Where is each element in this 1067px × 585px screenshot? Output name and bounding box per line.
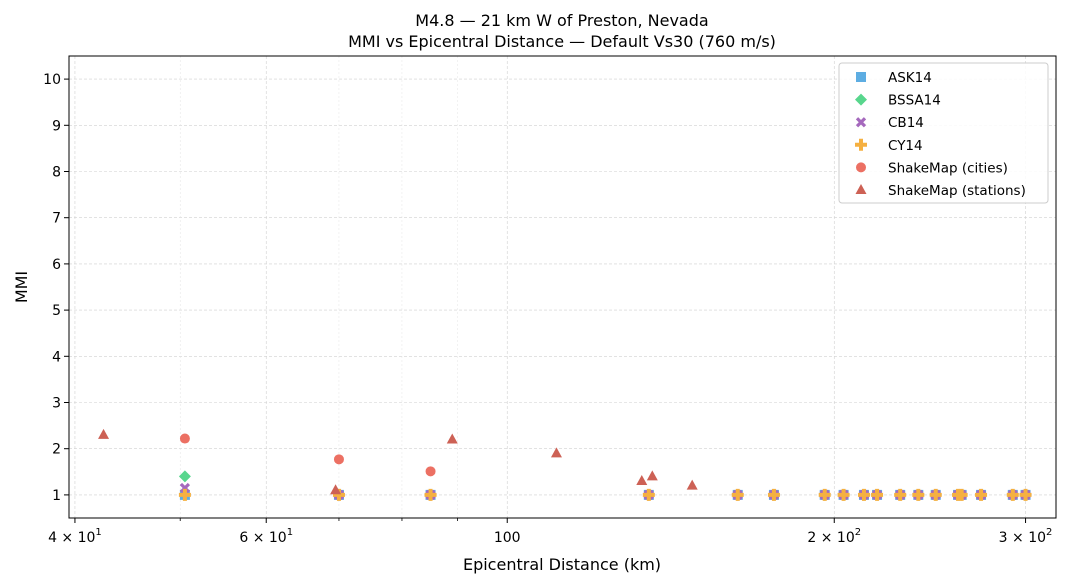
series-shakemap-stations (98, 428, 698, 495)
y-tick-label: 6 (52, 257, 61, 273)
data-point-cy14 (912, 488, 925, 501)
legend-marker-shakemap-stations (855, 184, 867, 194)
x-tick-label: 2 × 102 (807, 527, 861, 546)
y-axis-label: MMI (12, 271, 31, 303)
data-point-shakemap-cities (179, 433, 190, 444)
data-point-cy14 (767, 488, 780, 501)
x-tick-label-base: 6 × 10 (239, 530, 286, 546)
y-tick-label: 5 (52, 303, 61, 319)
legend-item-cy14: CY14 (855, 138, 923, 154)
series-shakemap-cities (179, 433, 436, 477)
x-tick-label-exponent: 2 (855, 527, 861, 538)
data-point-shakemap-stations (636, 475, 648, 486)
legend-item-ask14: ASK14 (856, 70, 932, 86)
data-point-cy14 (1019, 488, 1032, 501)
x-tick-label-exponent: 1 (95, 527, 101, 538)
series-cy14 (178, 488, 1032, 501)
x-tick-label-base: 4 × 10 (48, 530, 95, 546)
data-point-cy14 (871, 488, 884, 501)
x-tick-label: 6 × 101 (239, 527, 293, 546)
x-axis-label: Epicentral Distance (km) (463, 555, 661, 574)
data-point-shakemap-stations (686, 479, 698, 490)
x-tick-label-exponent: 1 (287, 527, 293, 538)
data-point-cy14 (857, 488, 870, 501)
chart-title: M4.8 — 21 km W of Preston, Nevada (415, 11, 708, 30)
data-point-cy14 (818, 488, 831, 501)
legend-label-cy14: CY14 (888, 138, 923, 154)
y-tick-label: 3 (52, 396, 61, 412)
legend-label-shakemap-cities: ShakeMap (cities) (888, 160, 1008, 176)
chart-subtitle: MMI vs Epicentral Distance — Default Vs3… (348, 32, 776, 51)
legend-label-shakemap-stations: ShakeMap (stations) (888, 183, 1026, 199)
plot-frame (68, 55, 1057, 519)
x-tick-label-exponent: 2 (1046, 527, 1052, 538)
data-point-cy14 (837, 488, 850, 501)
legend-item-bssa14: BSSA14 (855, 93, 941, 109)
x-tick-label-base: 100 (494, 530, 521, 546)
y-tick-label: 9 (52, 118, 61, 134)
legend-marker-cy14 (855, 138, 867, 151)
legend-marker-ask14 (856, 72, 866, 82)
data-point-cy14 (178, 488, 191, 501)
data-point-cy14 (929, 488, 942, 501)
legend-item-shakemap-cities: ShakeMap (cities) (856, 160, 1008, 176)
legend-item-cb14: CB14 (855, 115, 924, 131)
data-point-cy14 (424, 488, 437, 501)
data-point-cy14 (1006, 488, 1019, 501)
data-point-shakemap-stations (550, 447, 562, 458)
data-point-cb14 (179, 482, 191, 494)
x-tick-label-base: 3 × 10 (999, 530, 1046, 546)
y-tick-label: 7 (52, 211, 61, 227)
data-point-bssa14 (178, 470, 191, 483)
legend: ASK14 BSSA14 CB14 CY14 ShakeMap (cities) Shak… (838, 62, 1049, 204)
legend-box (838, 62, 1049, 204)
x-tick-label-base: 2 × 10 (807, 530, 854, 546)
legend-marker-shakemap-cities (856, 162, 866, 173)
data-point-shakemap-cities (333, 454, 344, 465)
x-tick-label: 3 × 102 (999, 527, 1053, 546)
data-point-cy14 (955, 488, 968, 501)
legend-marker-bssa14 (855, 93, 867, 106)
y-tick-label: 10 (43, 72, 61, 88)
data-point-cy14 (642, 488, 655, 501)
y-tick-label: 1 (52, 488, 61, 504)
legend-label-cb14: CB14 (888, 115, 924, 131)
x-tick-label: 100 (494, 530, 521, 546)
x-tick-label: 4 × 101 (48, 527, 102, 546)
y-tick-label: 2 (52, 442, 61, 458)
legend-label-ask14: ASK14 (888, 70, 932, 86)
y-tick-label: 4 (52, 349, 61, 365)
y-tick-label: 8 (52, 165, 61, 181)
legend-marker-cb14 (855, 117, 867, 128)
data-marks (98, 428, 1032, 501)
data-point-shakemap-cities (425, 466, 436, 477)
legend-item-shakemap-stations: ShakeMap (stations) (855, 183, 1026, 199)
data-point-cy14 (975, 488, 988, 501)
data-point-cy14 (731, 488, 744, 501)
data-point-shakemap-stations (330, 484, 342, 495)
data-point-shakemap-stations (98, 428, 110, 439)
data-point-cy14 (894, 488, 907, 501)
data-point-shakemap-stations (446, 433, 458, 444)
legend-label-bssa14: BSSA14 (888, 93, 941, 109)
data-point-shakemap-stations (646, 470, 658, 481)
